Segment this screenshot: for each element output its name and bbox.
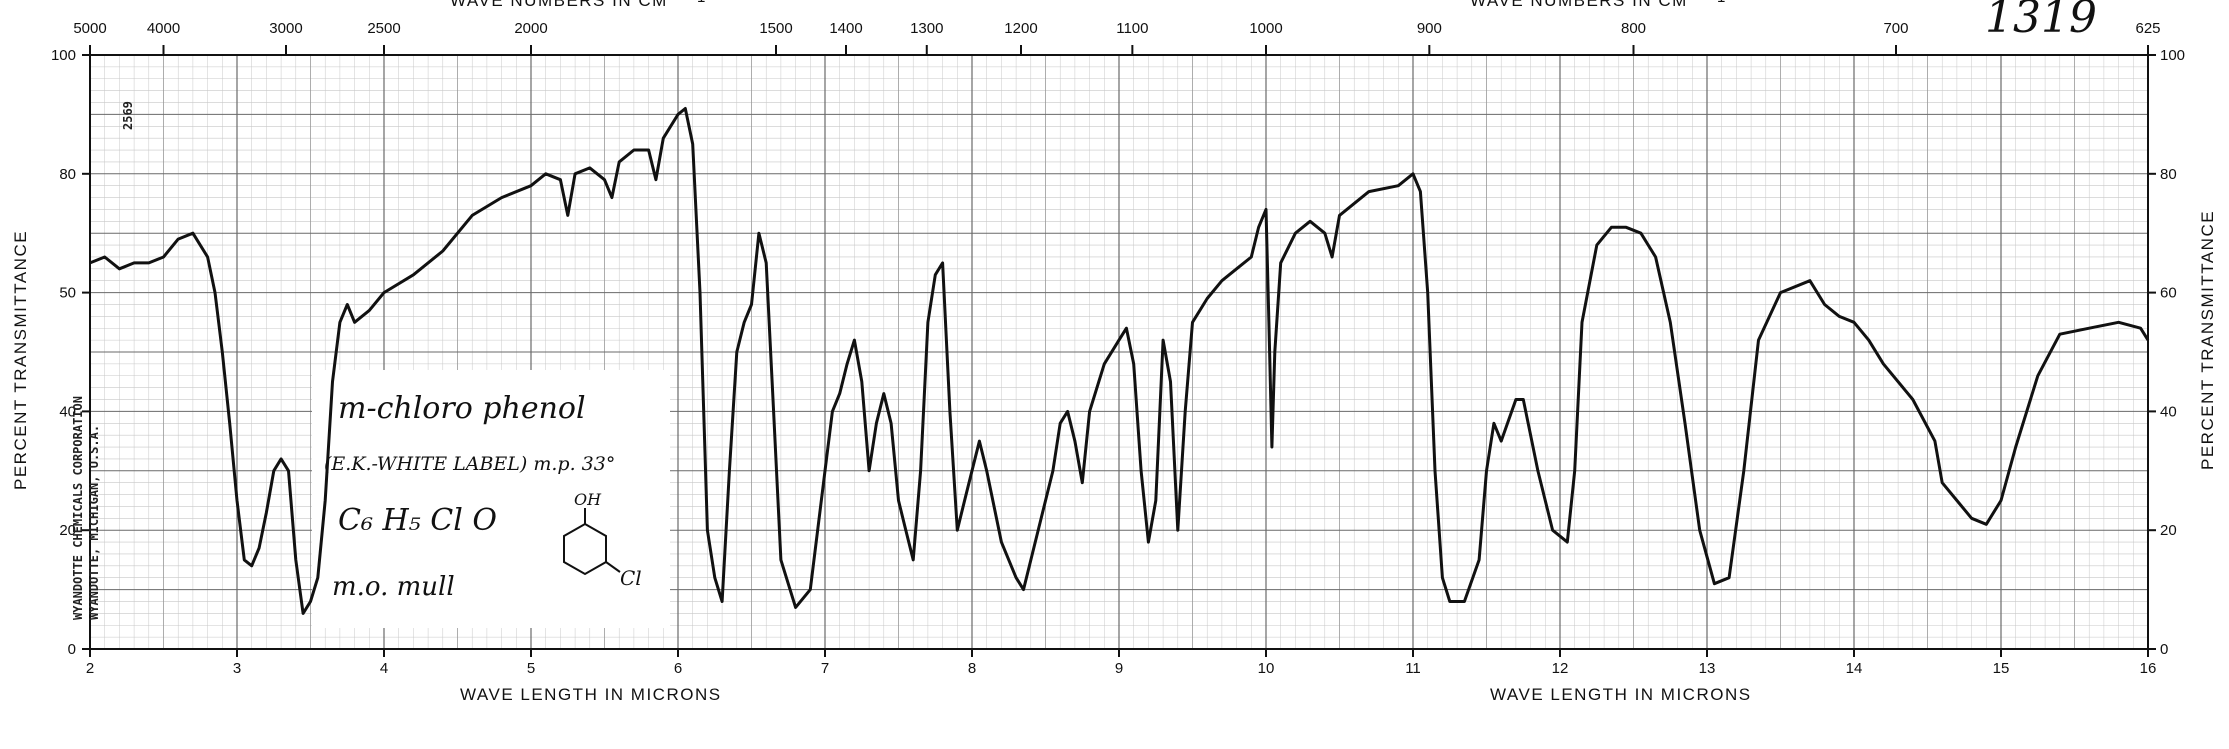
medium: m.o. mull [332,572,455,602]
top-axis-superscript-right: -1 [1712,0,1725,6]
oh-label: OH [574,490,602,509]
y-tick-label-right: 100 [2160,47,2185,64]
chart-number: 2569 [121,101,135,130]
annotation-card-bg [312,370,670,628]
y-tick-label: 80 [59,166,76,183]
x-tick-label: 13 [1699,660,1716,677]
y-tick-label-right: 60 [2160,285,2177,302]
y-tick-label-right: 80 [2160,166,2177,183]
x-tick-label: 6 [674,660,682,677]
publisher-line1: WYANDOTTE CHEMICALS CORPORATION [71,396,85,620]
wavenumber-tick-label: 3000 [269,20,302,37]
spectrum-number: 1319 [1985,0,2097,43]
wavenumber-tick-label: 1200 [1004,20,1037,37]
formula: C₆ H₅ Cl O [338,503,497,538]
top-axis-title-right: WAVE NUMBERS IN CM [1470,0,1688,10]
x-axis-title: WAVE LENGTH IN MICRONS [460,685,722,704]
y-tick-label: 100 [51,47,76,64]
compound-name: m-chloro phenol [338,391,586,426]
cl-label: Cl [620,566,642,590]
y-tick-label-right: 20 [2160,522,2177,539]
wavenumber-tick-label: 1100 [1116,20,1148,37]
wavenumber-tick-label: 5000 [73,20,106,37]
x-tick-label: 11 [1405,660,1421,677]
x-axis-ticks: 2 3 4 5 6 7 8 9 10 11 12 13 14 15 16 [86,649,2157,677]
wavenumber-axis-ticks: 5000 4000 3000 2500 2000 1500 1400 1300 1200 1100… [73,20,2161,55]
wavenumber-tick-label: 2500 [367,20,400,37]
top-axis-title: WAVE NUMBERS IN CM [450,0,668,10]
x-axis-title-right: WAVE LENGTH IN MICRONS [1490,685,1752,704]
y-axis-left-ticks: 0 20 40 50 80 100 [51,47,90,658]
x-tick-label: 12 [1552,660,1569,677]
y-axis-right-ticks: 0 20 40 60 80 100 [2148,47,2185,658]
wavenumber-tick-label: 1500 [759,20,792,37]
x-tick-label: 4 [380,660,388,677]
annotation-card: m-chloro phenol (E.K.-WHITE LABEL) m.p. … [312,370,670,628]
x-tick-label: 2 [86,660,94,677]
cl-bond [605,561,621,573]
wavenumber-tick-label: 900 [1417,20,1442,37]
top-axis-superscript: -1 [692,0,705,6]
y-axis-title-left: PERCENT TRANSMITTANCE [11,230,30,490]
benzene-ring [563,522,607,576]
y-tick-label-right: 0 [2160,641,2168,658]
x-tick-label: 8 [968,660,976,677]
phenol-structure-icon: OH Cl [563,490,642,590]
x-tick-label: 16 [2140,660,2157,677]
y-tick-label: 50 [59,285,76,302]
wavenumber-tick-label: 800 [1621,20,1646,37]
x-tick-label: 15 [1993,660,2010,677]
y-tick-label-right: 40 [2160,403,2177,420]
transmittance-line [89,107,2150,615]
x-tick-label: 3 [233,660,241,677]
x-tick-label: 10 [1258,660,1275,677]
source-note: (E.K.-WHITE LABEL) m.p. 33° [324,453,615,475]
x-tick-label: 5 [527,660,535,677]
wavenumber-tick-label: 4000 [147,20,180,37]
y-tick-label: 20 [59,522,76,539]
x-tick-label: 7 [821,660,829,677]
wavenumber-tick-label: 1300 [910,20,943,37]
wavenumber-tick-label: 700 [1883,20,1908,37]
wavenumber-tick-label: 1400 [829,20,862,37]
wavenumber-tick-label: 1000 [1249,20,1282,37]
wavenumber-tick-label: 625 [2135,20,2160,37]
y-axis-title-right: PERCENT TRANSMITTANCE [2198,210,2217,470]
y-tick-label: 0 [68,641,76,658]
y-tick-label: 40 [59,403,76,420]
publisher-line2: WYANDOTTE, MICHIGAN, U.S.A. [87,425,101,620]
wavenumber-tick-label: 2000 [514,20,547,37]
x-tick-label: 9 [1115,660,1123,677]
x-tick-label: 14 [1846,660,1863,677]
